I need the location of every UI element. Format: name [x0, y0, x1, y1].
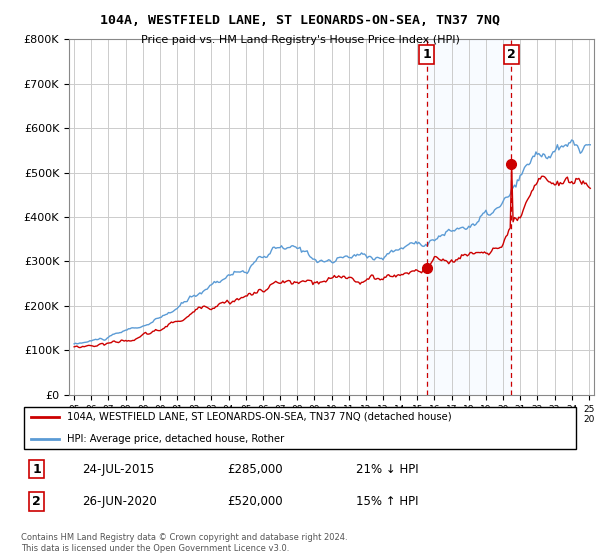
Bar [427, 39, 511, 395]
Text: 104A, WESTFIELD LANE, ST LEONARDS-ON-SEA, TN37 7NQ (detached house): 104A, WESTFIELD LANE, ST LEONARDS-ON-SEA… [67, 412, 451, 422]
Text: 2: 2 [32, 495, 41, 508]
Text: Price paid vs. HM Land Registry's House Price Index (HPI): Price paid vs. HM Land Registry's House … [140, 35, 460, 45]
Text: £520,000: £520,000 [227, 495, 283, 508]
Text: 104A, WESTFIELD LANE, ST LEONARDS-ON-SEA, TN37 7NQ: 104A, WESTFIELD LANE, ST LEONARDS-ON-SEA… [100, 14, 500, 27]
Text: This data is licensed under the Open Government Licence v3.0.: This data is licensed under the Open Gov… [21, 544, 289, 553]
Text: 24-JUL-2015: 24-JUL-2015 [82, 463, 155, 475]
Text: 1: 1 [422, 48, 431, 61]
Text: HPI: Average price, detached house, Rother: HPI: Average price, detached house, Roth… [67, 434, 284, 444]
Text: £285,000: £285,000 [227, 463, 283, 475]
Text: 2: 2 [507, 48, 516, 61]
Text: 26-JUN-2020: 26-JUN-2020 [82, 495, 157, 508]
FancyBboxPatch shape [24, 407, 576, 449]
Text: 15% ↑ HPI: 15% ↑ HPI [356, 495, 418, 508]
Text: 1: 1 [32, 463, 41, 475]
Text: Contains HM Land Registry data © Crown copyright and database right 2024.: Contains HM Land Registry data © Crown c… [21, 533, 347, 542]
Text: 21% ↓ HPI: 21% ↓ HPI [356, 463, 418, 475]
